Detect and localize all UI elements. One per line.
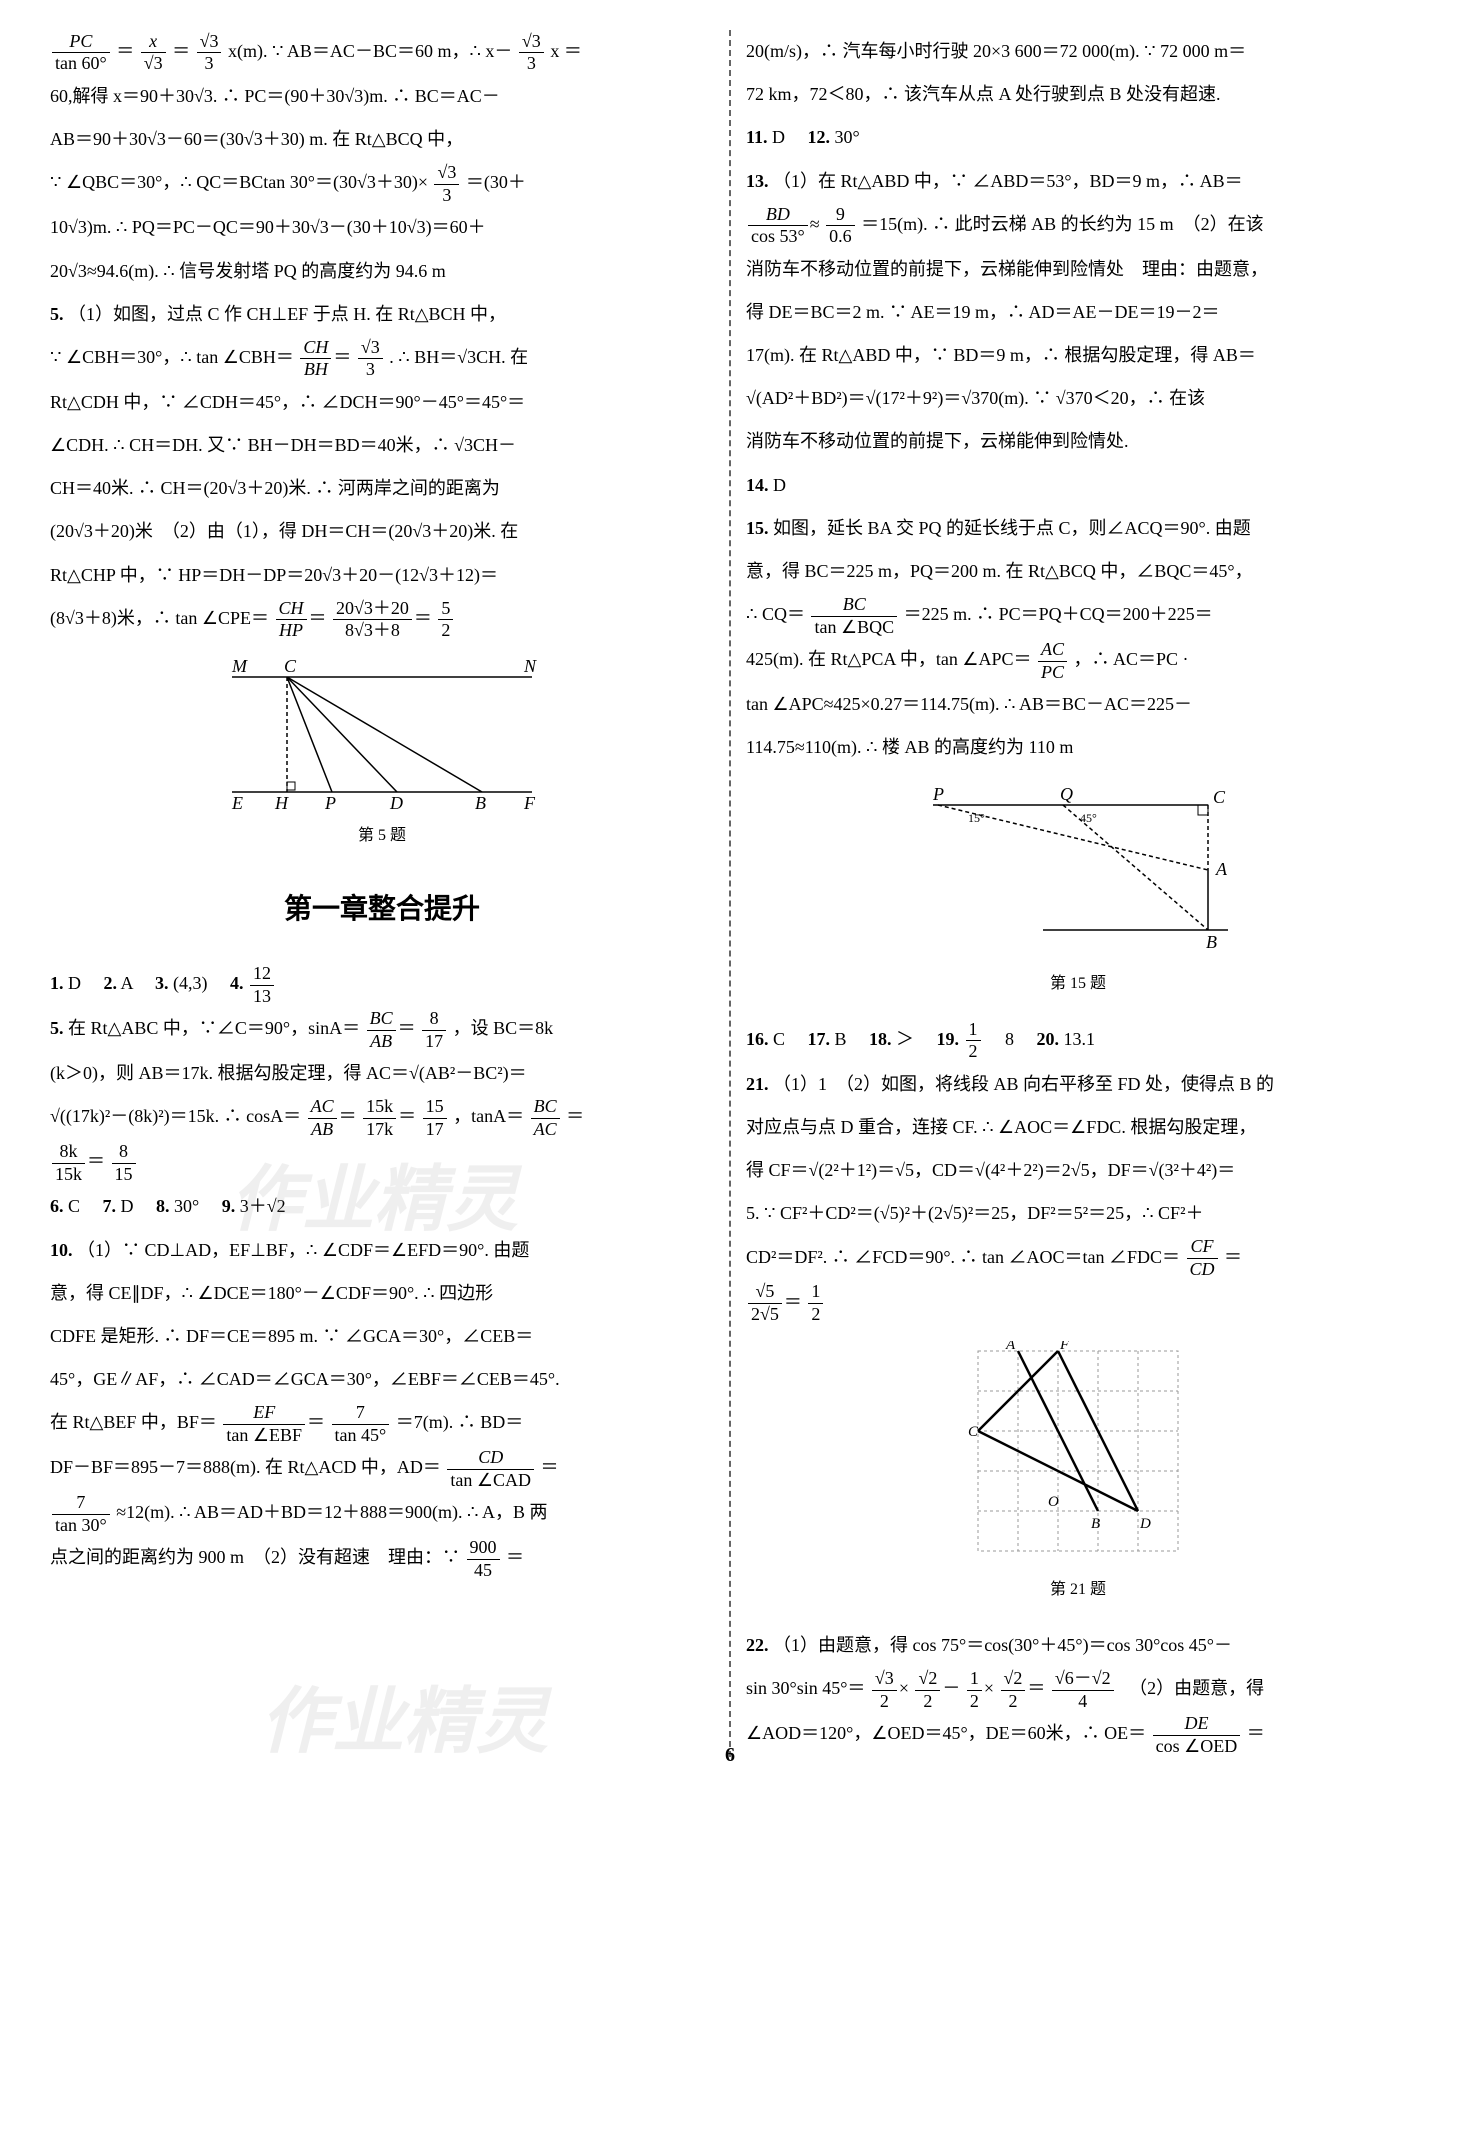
figure-15-caption: 第 15 题: [746, 965, 1410, 1003]
text-line: 得 DE＝BC＝2 m. ∵ AE＝19 m，∴ AD＝AE－DE＝19－2＝: [746, 291, 1410, 334]
svg-text:B: B: [475, 793, 486, 813]
diagram-15-svg: P Q C A B 15° 45°: [908, 785, 1248, 965]
svg-text:C: C: [284, 657, 297, 676]
text-line: 20(m/s)，∴ 汽车每小时行驶 20×3 600＝72 000(m). ∵ …: [746, 30, 1410, 73]
text-line: 22. （1）由题意，得 cos 75°＝cos(30°＋45°)＝cos 30…: [746, 1624, 1410, 1667]
text-line: ∴ CQ＝ BCtan ∠BQC ＝225 m. ∴ PC＝PQ＋CQ＝200＋…: [746, 593, 1410, 638]
answer-line: 1. D 2. A 3. (4,3) 4. 1213: [50, 962, 714, 1007]
chapter-title: 第一章整合提升: [50, 875, 714, 942]
svg-text:D: D: [1139, 1516, 1151, 1532]
diagram-5-svg: M C N E H P D B F: [212, 657, 552, 817]
page-number: 6: [725, 1744, 735, 1767]
text-line: CH＝40米. ∴ CH＝(20√3＋20)米. ∴ 河两岸之间的距离为: [50, 467, 714, 510]
svg-text:E: E: [231, 793, 243, 813]
svg-text:P: P: [324, 793, 336, 813]
text-line: PCtan 60° ＝ x√3 ＝ √33 x(m). ∵ AB＝AC－BC＝6…: [50, 30, 714, 75]
text-line: 5. （1）如图，过点 C 作 CH⊥EF 于点 H. 在 Rt△BCH 中，: [50, 293, 714, 336]
text-line: 17(m). 在 Rt△ABD 中，∵ BD＝9 m，∴ 根据勾股定理，得 AB…: [746, 334, 1410, 377]
text-line: ∵ ∠QBC＝30°，∴ QC＝BCtan 30°＝(30√3＋30)× √33…: [50, 161, 714, 206]
text-line: √((17k)²－(8k)²)＝15k. ∴ cosA＝ ACAB＝ 15k17…: [50, 1095, 714, 1140]
svg-text:D: D: [389, 793, 403, 813]
text-line: 8k15k＝ 815: [50, 1140, 714, 1185]
text-line: 消防车不移动位置的前提下，云梯能伸到险情处.: [746, 420, 1410, 463]
answer-line: 14. D: [746, 464, 1410, 507]
text-line: 60,解得 x＝90＋30√3. ∴ PC＝(90＋30√3)m. ∴ BC＝A…: [50, 75, 714, 118]
text-line: 10. （1）∵ CD⊥AD，EF⊥BF，∴ ∠CDF＝∠EFD＝90°. 由题: [50, 1229, 714, 1272]
text-line: 114.75≈110(m). ∴ 楼 AB 的高度约为 110 m: [746, 726, 1410, 769]
svg-text:A: A: [1005, 1341, 1016, 1353]
text-line: √52√5＝ 12: [746, 1281, 1410, 1326]
text-line: 消防车不移动位置的前提下，云梯能伸到险情处 理由：由题意，: [746, 248, 1410, 291]
text-line: tan ∠APC≈425×0.27＝114.75(m). ∴ AB＝BC－AC＝…: [746, 683, 1410, 726]
text-line: CDFE 是矩形. ∴ DF＝CE＝895 m. ∵ ∠GCA＝30°，∠CEB…: [50, 1315, 714, 1358]
diagram-21-svg: A F C O B D: [968, 1341, 1188, 1571]
text-line: 意，得 BC＝225 m，PQ＝200 m. 在 Rt△BCQ 中，∠BQC＝4…: [746, 550, 1410, 593]
text-line: 45°，GE∥AF，∴ ∠CAD＝∠GCA＝30°，∠EBF＝∠CEB＝45°.: [50, 1358, 714, 1401]
right-column: 20(m/s)，∴ 汽车每小时行驶 20×3 600＝72 000(m). ∵ …: [736, 30, 1420, 1757]
text-line: CD²＝DF². ∴ ∠FCD＝90°. ∴ tan ∠AOC＝tan ∠FDC…: [746, 1236, 1410, 1281]
svg-text:O: O: [1048, 1494, 1059, 1510]
text-line: Rt△CDH 中，∵ ∠CDH＝45°，∴ ∠DCH＝90°－45°＝45°＝: [50, 381, 714, 424]
svg-text:45°: 45°: [1080, 811, 1097, 825]
svg-text:N: N: [523, 657, 537, 676]
svg-text:C: C: [968, 1424, 979, 1440]
figure-21: A F C O B D 第 21 题: [746, 1341, 1410, 1609]
text-line: AB＝90＋30√3－60＝(30√3＋30) m. 在 Rt△BCQ 中，: [50, 118, 714, 161]
text-line: 得 CF＝√(2²＋1²)＝√5，CD＝√(4²＋2²)＝2√5，DF＝√(3²…: [746, 1149, 1410, 1192]
svg-text:A: A: [1215, 859, 1228, 879]
column-divider: [729, 30, 731, 1757]
answer-line: 16. C 17. B 18. ＞ 19. 12 8 20. 13.1: [746, 1018, 1410, 1063]
text-line: 13. （1）在 Rt△ABD 中，∵ ∠ABD＝53°，BD＝9 m，∴ AB…: [746, 160, 1410, 203]
text-line: 15. 如图，延长 BA 交 PQ 的延长线于点 C，则∠ACQ＝90°. 由题: [746, 507, 1410, 550]
text-line: ∵ ∠CBH＝30°，∴ tan ∠CBH＝ CHBH＝ √33 . ∴ BH＝…: [50, 336, 714, 381]
figure-15: P Q C A B 15° 45° 第 15 题: [746, 785, 1410, 1003]
svg-text:B: B: [1206, 932, 1217, 952]
text-line: ∠CDH. ∴ CH＝DH. 又∵ BH－DH＝BD＝40米，∴ √3CH－: [50, 424, 714, 467]
text-line: (k＞0)，则 AB＝17k. 根据勾股定理，得 AC＝√(AB²－BC²)＝: [50, 1052, 714, 1095]
text-line: Rt△CHP 中，∵ HP＝DH－DP＝20√3＋20－(12√3＋12)＝: [50, 554, 714, 597]
text-line: (20√3＋20)米 （2）由（1），得 DH＝CH＝(20√3＋20)米. 在: [50, 510, 714, 553]
svg-text:F: F: [1059, 1341, 1070, 1353]
text-line: sin 30°sin 45°＝ √32× √22－ 12× √22＝ √6－√2…: [746, 1667, 1410, 1712]
text-line: 5. 在 Rt△ABC 中，∵∠C＝90°，sinA＝ BCAB＝ 817 ，设…: [50, 1007, 714, 1052]
text-line: 对应点与点 D 重合，连接 CF. ∴ ∠AOC＝∠FDC. 根据勾股定理，: [746, 1106, 1410, 1149]
text-line: DF－BF＝895－7＝888(m). 在 Rt△ACD 中，AD＝ CDtan…: [50, 1446, 714, 1491]
text-line: 意，得 CE∥DF，∴ ∠DCE＝180°－∠CDF＝90°. ∴ 四边形: [50, 1272, 714, 1315]
text-line: 5. ∵ CF²＋CD²＝(√5)²＋(2√5)²＝25，DF²＝5²＝25，∴…: [746, 1192, 1410, 1235]
svg-text:C: C: [1213, 787, 1226, 807]
svg-text:F: F: [523, 793, 536, 813]
text-line: 20√3≈94.6(m). ∴ 信号发射塔 PQ 的高度约为 94.6 m: [50, 250, 714, 293]
text-line: 点之间的距离约为 900 m （2）没有超速 理由：∵ 90045 ＝: [50, 1536, 714, 1581]
text-line: (8√3＋8)米，∴ tan ∠CPE＝ CHHP＝ 20√3＋208√3＋8＝…: [50, 597, 714, 642]
left-column: PCtan 60° ＝ x√3 ＝ √33 x(m). ∵ AB＝AC－BC＝6…: [40, 30, 724, 1757]
answer-line: 11. D 12. 30°: [746, 116, 1410, 159]
svg-text:M: M: [231, 657, 248, 676]
text-line: ∠AOD＝120°，∠OED＝45°，DE＝60米，∴ OE＝ DEcos ∠O…: [746, 1712, 1410, 1757]
text-line: 21. （1）1 （2）如图，将线段 AB 向右平移至 FD 处，使得点 B 的: [746, 1063, 1410, 1106]
svg-text:Q: Q: [1060, 785, 1073, 804]
answer-line: 6. C 7. D 8. 30° 9. 3＋√2: [50, 1185, 714, 1228]
svg-text:B: B: [1091, 1516, 1100, 1532]
figure-5: M C N E H P D B F 第 5 题: [50, 657, 714, 855]
text-line: 10√3)m. ∴ PQ＝PC－QC＝90＋30√3－(30＋10√3)＝60＋: [50, 206, 714, 249]
svg-text:P: P: [932, 785, 944, 804]
svg-text:15°: 15°: [968, 811, 985, 825]
text-line: 72 km，72＜80，∴ 该汽车从点 A 处行驶到点 B 处没有超速.: [746, 73, 1410, 116]
text-line: BDcos 53°≈ 90.6 ＝15(m). ∴ 此时云梯 AB 的长约为 1…: [746, 203, 1410, 248]
text-line: 7tan 30° ≈12(m). ∴ AB＝AD＋BD＝12＋888＝900(m…: [50, 1491, 714, 1536]
text-line: √(AD²＋BD²)＝√(17²＋9²)＝√370(m). ∵ √370＜20，…: [746, 377, 1410, 420]
figure-5-caption: 第 5 题: [50, 817, 714, 855]
text-line: 425(m). 在 Rt△PCA 中，tan ∠APC＝ ACPC ，∴ AC＝…: [746, 638, 1410, 683]
figure-21-caption: 第 21 题: [746, 1571, 1410, 1609]
svg-text:H: H: [274, 793, 289, 813]
text-line: 在 Rt△BEF 中，BF＝ EFtan ∠EBF＝ 7tan 45° ＝7(m…: [50, 1401, 714, 1446]
